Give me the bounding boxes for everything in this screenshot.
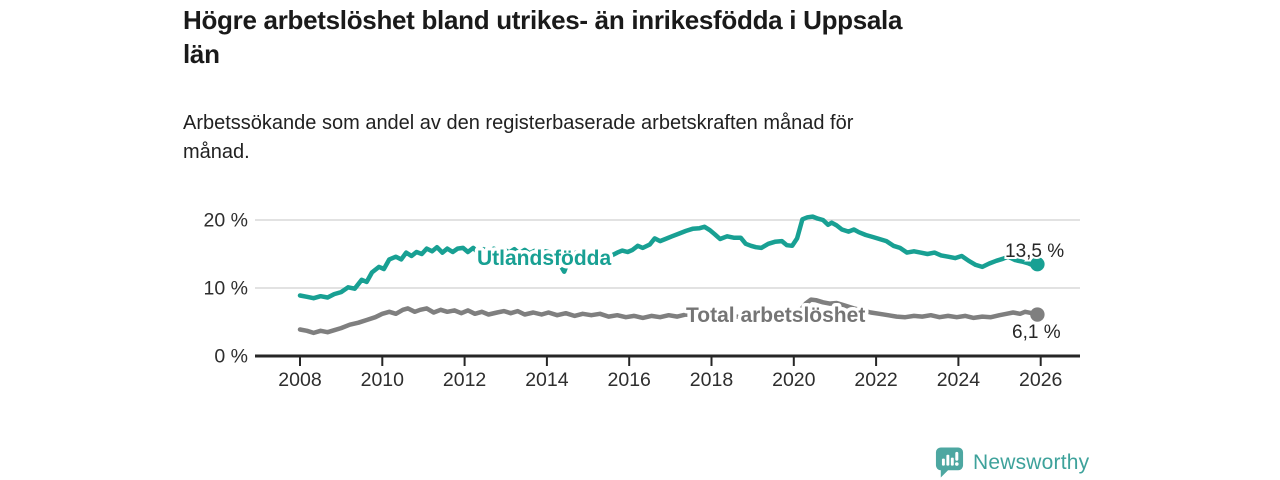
x-tick-label-2020: 2020 [772, 369, 816, 391]
endpoint-dot-utlandsfodda [1030, 257, 1045, 272]
y-tick-label-0: 0 % [214, 346, 248, 368]
series-label-utlandsfodda: Utlandsfödda [477, 247, 611, 270]
endpoint-dot-total-arbetsloshet [1030, 307, 1045, 322]
y-tick-label-20: 20 % [204, 210, 248, 232]
chart-subtitle: Arbetssökande som andel av den registerb… [183, 109, 908, 167]
logo-bar-3 [950, 457, 954, 466]
x-tick-label-2012: 2012 [443, 369, 486, 391]
logo-exclamation-dot [955, 462, 959, 466]
logo-bar-1 [941, 458, 945, 466]
series-line-utlandsfodda [297, 214, 1040, 301]
speech-bubble-shape [935, 447, 964, 478]
x-tick-label-2024: 2024 [937, 369, 981, 391]
chart-subtitle-line1: Arbetssökande som andel av den registerb… [183, 112, 854, 134]
chart-title-line1: Högre arbetslöshet bland utrikes- än inr… [183, 5, 903, 35]
chart-subtitle-line2: månad. [183, 141, 250, 163]
chart-title: Högre arbetslöshet bland utrikes- än inr… [183, 4, 1073, 72]
logo-bar-2 [946, 454, 950, 466]
x-tick-label-2018: 2018 [690, 369, 733, 391]
x-tick-label-2014: 2014 [525, 369, 569, 391]
endpoint-value-utlandsfodda: 13,5 % [1005, 241, 1064, 262]
series-line-total-arbetsloshet [297, 297, 1040, 336]
y-tick-label-10: 10 % [204, 278, 248, 300]
x-tick-label-2010: 2010 [361, 369, 405, 391]
x-tick-label-2026: 2026 [1019, 369, 1062, 391]
series-label-total-arbetsloshet: Total arbetslöshet [686, 304, 865, 327]
x-tick-label-2022: 2022 [854, 369, 897, 391]
logo-exclamation-bar [955, 451, 959, 461]
brand-name: Newsworthy [973, 450, 1090, 474]
brand-lockup: Newsworthy [934, 446, 1089, 479]
x-tick-label-2008: 2008 [278, 369, 321, 391]
chart-title-line2: län [183, 38, 220, 69]
endpoint-value-total-arbetsloshet: 6,1 % [1012, 322, 1061, 343]
x-tick-label-2016: 2016 [608, 369, 651, 391]
bar-chart-speech-bubble-icon [935, 447, 964, 478]
